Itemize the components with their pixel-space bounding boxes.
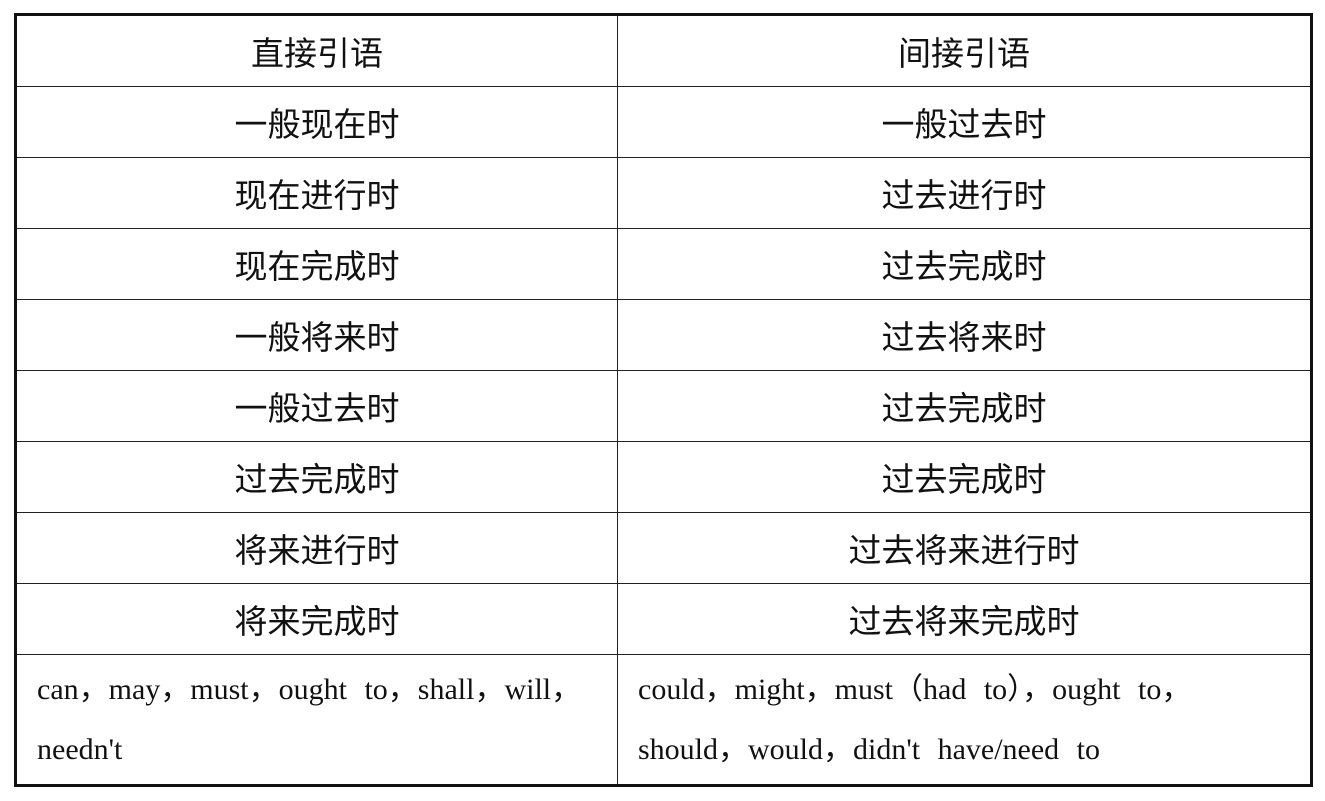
direct-speech-cell: can，may，must，ought to，shall，will，needn't xyxy=(15,654,618,786)
indirect-speech-cell: 一般过去时 xyxy=(617,86,1312,158)
direct-speech-cell: 一般将来时 xyxy=(15,299,618,371)
direct-speech-cell: 一般过去时 xyxy=(15,370,618,442)
direct-speech-cell: 一般现在时 xyxy=(15,86,618,158)
table-row: 现在完成时 过去完成时 xyxy=(15,228,1312,300)
indirect-speech-cell: 过去进行时 xyxy=(617,157,1312,229)
direct-speech-cell: 将来完成时 xyxy=(15,583,618,655)
indirect-speech-cell: 过去将来时 xyxy=(617,299,1312,371)
table-row: 一般现在时 一般过去时 xyxy=(15,86,1312,158)
indirect-speech-cell: 过去完成时 xyxy=(617,441,1312,513)
indirect-speech-cell: 过去完成时 xyxy=(617,228,1312,300)
indirect-speech-cell: could，might，must（had to），ought to，should… xyxy=(617,654,1312,786)
table-row: 现在进行时 过去进行时 xyxy=(15,157,1312,229)
table-row: 过去完成时 过去完成时 xyxy=(15,441,1312,513)
table-row: 将来完成时 过去将来完成时 xyxy=(15,583,1312,655)
indirect-speech-cell: 过去完成时 xyxy=(617,370,1312,442)
direct-speech-cell: 将来进行时 xyxy=(15,512,618,584)
direct-speech-cell: 现在完成时 xyxy=(15,228,618,300)
direct-speech-cell: 过去完成时 xyxy=(15,441,618,513)
indirect-speech-cell: 过去将来完成时 xyxy=(617,583,1312,655)
tense-conversion-table: 直接引语 间接引语 一般现在时 一般过去时 现在进行时 过去进行时 现在完成时 过去完成时… xyxy=(14,13,1313,787)
table-row: 将来进行时 过去将来进行时 xyxy=(15,512,1312,584)
direct-speech-cell: 现在进行时 xyxy=(15,157,618,229)
header-direct-speech: 直接引语 xyxy=(15,14,618,87)
header-row: 直接引语 间接引语 xyxy=(15,14,1312,87)
header-indirect-speech: 间接引语 xyxy=(617,14,1312,87)
table-row: can，may，must，ought to，shall，will，needn't… xyxy=(15,654,1312,786)
table-row: 一般将来时 过去将来时 xyxy=(15,299,1312,371)
table-row: 一般过去时 过去完成时 xyxy=(15,370,1312,442)
indirect-speech-cell: 过去将来进行时 xyxy=(617,512,1312,584)
